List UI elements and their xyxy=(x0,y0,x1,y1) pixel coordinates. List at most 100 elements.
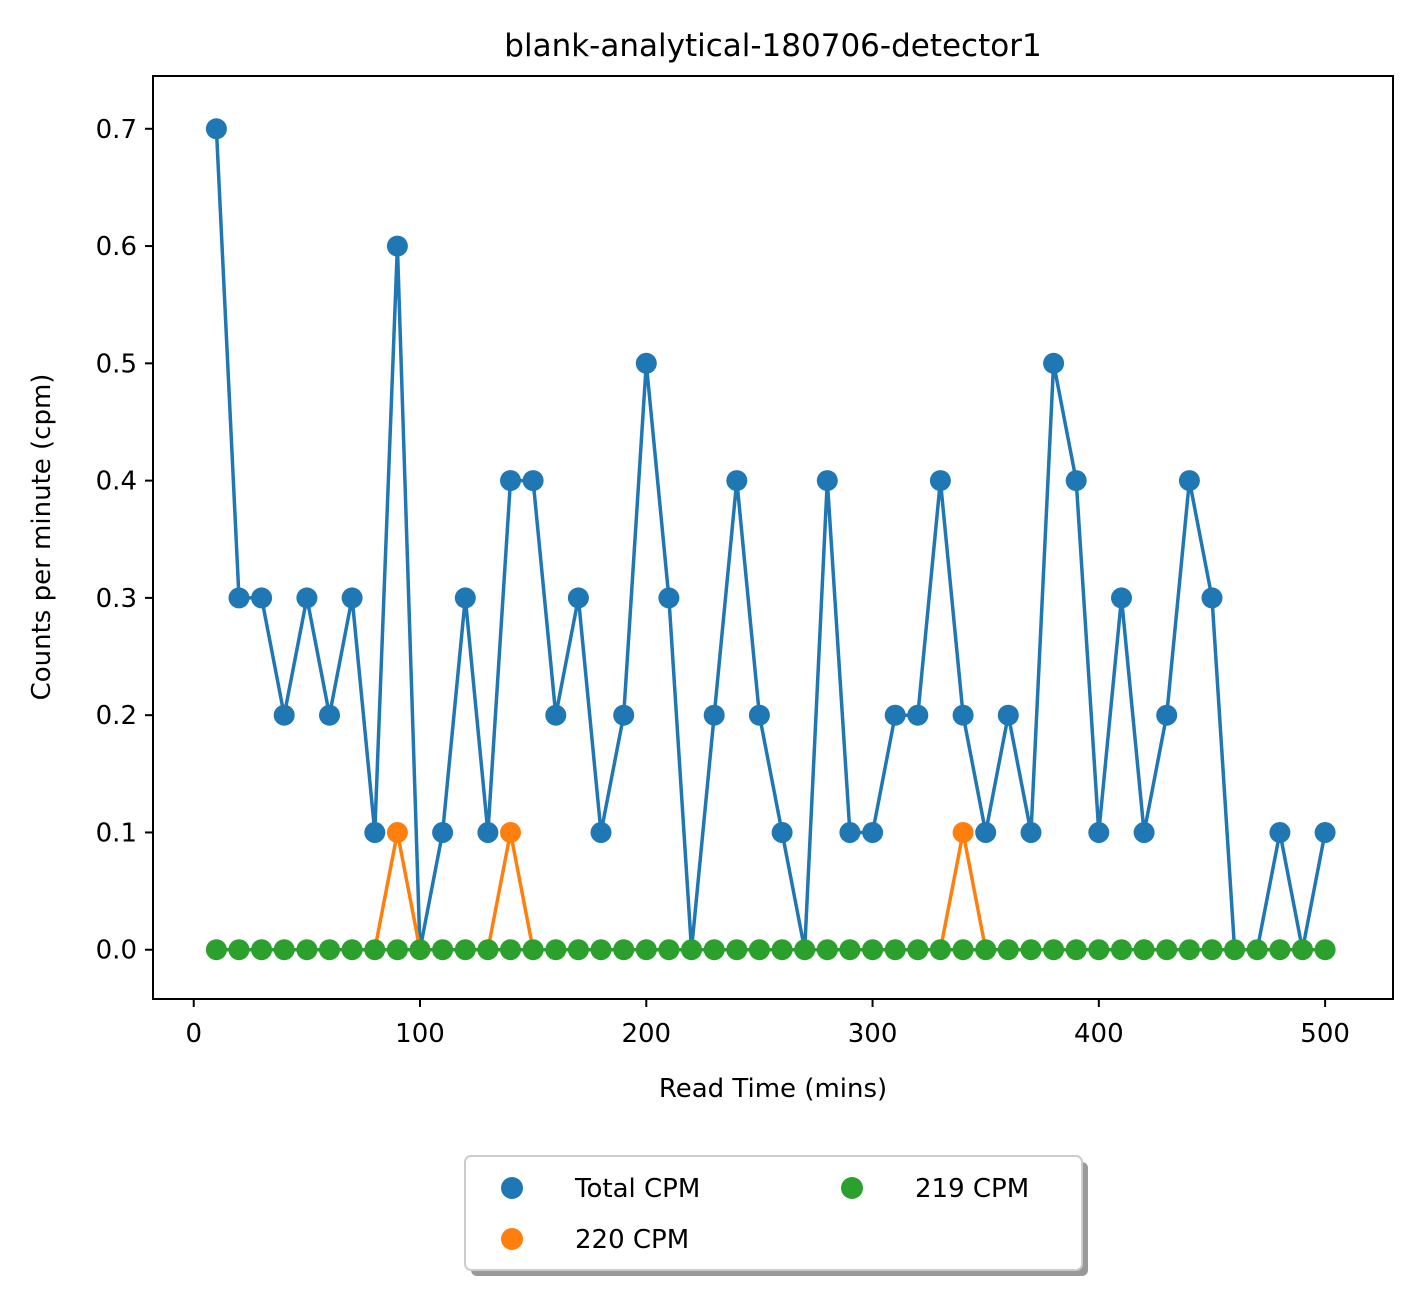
data-point-0-13 xyxy=(500,470,521,492)
data-point-0-33 xyxy=(952,704,974,726)
y-tick-label-1: 0.1 xyxy=(96,818,137,848)
data-point-0-24 xyxy=(748,704,770,726)
data-point-0-47 xyxy=(1269,822,1291,843)
legend: Total CPM 220 CPM 219 CPM xyxy=(464,1155,1088,1276)
y-tick-label-6: 0.6 xyxy=(96,232,137,262)
series-line-0 xyxy=(214,128,1327,952)
data-point-2-6 xyxy=(341,939,363,961)
data-point-1-33 xyxy=(952,822,974,843)
data-point-0-7 xyxy=(364,822,386,843)
data-point-0-28 xyxy=(839,822,861,843)
data-point-2-48 xyxy=(1292,939,1313,961)
data-point-0-17 xyxy=(590,822,612,843)
data-point-2-2 xyxy=(251,939,273,961)
data-point-2-19 xyxy=(635,939,657,961)
y-axis-label: Counts per minute (cpm) xyxy=(27,374,57,701)
data-point-2-42 xyxy=(1156,939,1178,961)
y-tick-label-3: 0.3 xyxy=(96,584,137,614)
data-point-2-34 xyxy=(975,939,997,961)
data-point-0-16 xyxy=(567,587,589,609)
data-point-0-19 xyxy=(635,352,657,374)
legend-label-219-cpm: 219 CPM xyxy=(915,1174,1029,1204)
data-point-2-13 xyxy=(500,939,521,961)
y-tick-label-0: 0.0 xyxy=(96,936,137,966)
data-point-2-39 xyxy=(1088,939,1110,961)
y-tick-label-7: 0.7 xyxy=(96,115,137,145)
data-point-2-37 xyxy=(1043,939,1065,961)
data-point-0-30 xyxy=(884,704,906,726)
x-axis-label: Read Time (mins) xyxy=(659,1074,887,1104)
data-point-0-44 xyxy=(1201,587,1223,609)
data-point-0-0 xyxy=(205,118,227,140)
data-point-0-4 xyxy=(296,587,318,609)
data-point-0-23 xyxy=(726,470,748,492)
data-point-2-4 xyxy=(296,939,318,961)
data-point-0-14 xyxy=(522,470,544,492)
legend-label-total-cpm: Total CPM xyxy=(574,1174,700,1204)
legend-marker-220-cpm xyxy=(501,1228,523,1250)
data-point-2-22 xyxy=(703,939,725,961)
data-point-2-38 xyxy=(1065,939,1087,961)
data-point-0-49 xyxy=(1314,822,1336,843)
data-point-2-41 xyxy=(1133,939,1155,961)
data-point-2-40 xyxy=(1111,939,1132,961)
data-point-0-41 xyxy=(1133,822,1155,843)
data-point-0-37 xyxy=(1043,352,1065,374)
chart-title: blank-analytical-180706-detector1 xyxy=(504,28,1041,64)
data-point-0-36 xyxy=(1020,822,1042,843)
y-tick-label-4: 0.4 xyxy=(96,467,137,497)
data-point-2-24 xyxy=(748,939,770,961)
data-point-0-43 xyxy=(1178,470,1200,492)
data-point-0-20 xyxy=(658,587,680,609)
data-point-0-31 xyxy=(907,704,929,726)
data-point-2-18 xyxy=(613,939,635,961)
data-point-2-31 xyxy=(907,939,929,961)
data-point-0-29 xyxy=(862,822,884,843)
data-point-2-15 xyxy=(545,939,567,961)
data-point-2-21 xyxy=(681,939,702,961)
data-point-0-1 xyxy=(228,587,250,609)
data-point-0-18 xyxy=(613,704,635,726)
data-point-0-12 xyxy=(477,822,499,843)
data-point-2-29 xyxy=(862,939,884,961)
x-tick-label-4: 400 xyxy=(1074,1019,1124,1049)
data-point-0-5 xyxy=(319,704,340,726)
data-point-0-3 xyxy=(273,704,295,726)
data-point-2-5 xyxy=(319,939,340,961)
data-point-0-39 xyxy=(1088,822,1110,843)
data-point-2-3 xyxy=(273,939,295,961)
data-point-2-9 xyxy=(409,939,431,961)
data-point-2-35 xyxy=(997,939,1019,961)
data-point-0-10 xyxy=(432,822,454,843)
data-point-2-28 xyxy=(839,939,861,961)
data-point-0-38 xyxy=(1065,470,1087,492)
data-point-2-26 xyxy=(794,939,816,961)
legend-frame xyxy=(464,1155,1083,1271)
data-point-2-14 xyxy=(522,939,544,961)
x-tick-label-3: 300 xyxy=(848,1019,898,1049)
x-tick-label-1: 100 xyxy=(395,1019,445,1049)
data-point-2-33 xyxy=(952,939,974,961)
y-tick-label-5: 0.5 xyxy=(96,349,137,379)
legend-marker-total-cpm xyxy=(501,1177,523,1199)
data-point-2-47 xyxy=(1269,939,1291,961)
data-point-2-36 xyxy=(1020,939,1042,961)
data-point-2-45 xyxy=(1224,939,1246,961)
data-point-0-34 xyxy=(975,822,997,843)
x-tick-label-2: 200 xyxy=(621,1019,671,1049)
data-point-2-8 xyxy=(386,939,408,961)
plot-area xyxy=(205,118,1336,961)
axes: 0 100 200 300 400 500 0.0 0.1 0.2 0.3 0.4 0.5 0.6 0.7 xyxy=(96,75,1394,1049)
series-line-1 xyxy=(216,830,1326,952)
data-point-0-32 xyxy=(929,470,951,492)
data-point-2-16 xyxy=(567,939,589,961)
data-point-0-6 xyxy=(341,587,363,609)
data-point-2-7 xyxy=(364,939,386,961)
data-point-1-8 xyxy=(386,822,408,843)
data-point-2-12 xyxy=(477,939,499,961)
data-point-2-1 xyxy=(228,939,250,961)
data-point-0-22 xyxy=(703,704,725,726)
legend-label-220-cpm: 220 CPM xyxy=(575,1225,689,1255)
data-point-2-44 xyxy=(1201,939,1223,961)
